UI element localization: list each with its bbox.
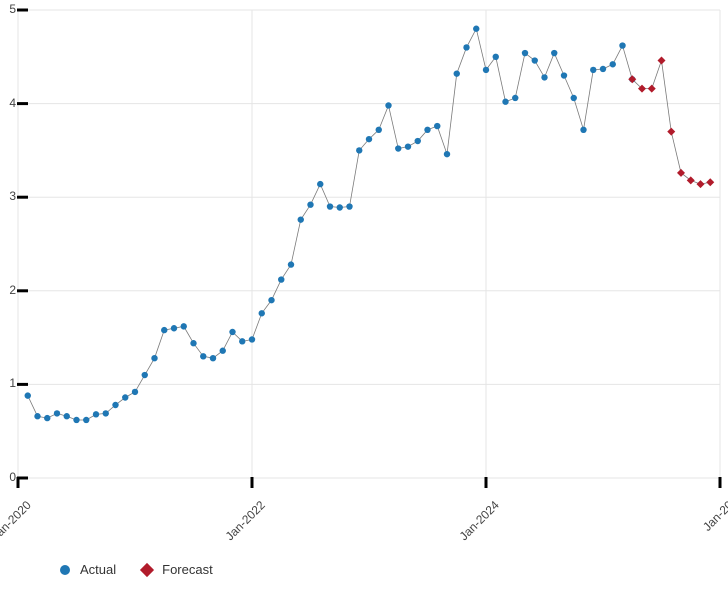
legend-label-actual: Actual	[80, 562, 116, 577]
legend-label-forecast: Forecast	[162, 562, 213, 577]
legend-swatch-actual	[60, 565, 70, 575]
y-tick-label: 5	[0, 2, 16, 16]
chart-container: { "chart": { "type": "line-scatter", "wi…	[0, 0, 728, 600]
y-tick-label: 3	[0, 189, 16, 203]
legend-item-actual: Actual	[60, 562, 116, 577]
legend-item-forecast: Forecast	[142, 562, 213, 577]
y-tick-label: 0	[0, 470, 16, 484]
legend: Actual Forecast	[60, 562, 213, 577]
y-tick-label: 4	[0, 96, 16, 110]
legend-swatch-forecast	[140, 562, 154, 576]
y-tick-label: 2	[0, 283, 16, 297]
chart-svg	[0, 0, 728, 600]
y-tick-label: 1	[0, 376, 16, 390]
